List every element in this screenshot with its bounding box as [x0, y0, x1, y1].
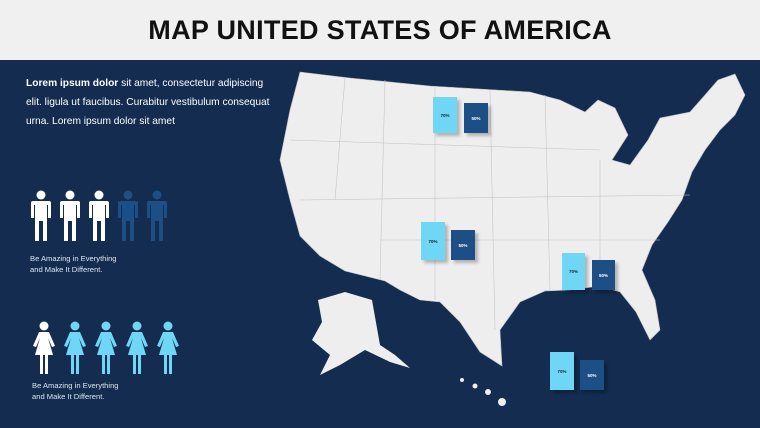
header: MAP UNITED STATES OF AMERICA [0, 0, 760, 60]
woman-icon [125, 321, 149, 379]
contiguous-us [279, 71, 746, 367]
caption-line: Be Amazing in Everything [30, 254, 117, 263]
caption-line: and Make It Different. [32, 392, 105, 401]
man-icon [59, 190, 81, 247]
hawaii [460, 378, 506, 406]
intro-body: sit amet, consectetur adipiscing elit. l… [26, 78, 270, 127]
woman-icon [156, 321, 180, 379]
stat-bar-light: 70% [433, 97, 457, 133]
man-icon [88, 190, 110, 247]
stat-bar-dark: 50% [464, 103, 488, 133]
page-title: MAP UNITED STATES OF AMERICA [148, 14, 612, 45]
woman-icon [63, 321, 87, 379]
men-caption: Be Amazing in Everything and Make It Dif… [30, 253, 150, 275]
stat-bar-dark: 50% [592, 260, 615, 290]
man-icon [117, 190, 139, 247]
men-infographic [30, 190, 168, 247]
stat-bar-light: 70% [550, 352, 574, 390]
stat-bar-dark: 50% [580, 360, 604, 390]
women-infographic [32, 321, 180, 379]
woman-icon [32, 321, 56, 379]
woman-icon [94, 321, 118, 379]
man-icon [146, 190, 168, 247]
stat-bar-light: 70% [421, 222, 445, 260]
caption-line: Be Amazing in Everything [32, 381, 119, 390]
alaska [312, 292, 410, 375]
stat-bar-light: 70% [562, 253, 585, 290]
caption-line: and Make It Different. [30, 265, 103, 274]
intro-bold: Lorem ipsum dolor [26, 78, 119, 89]
women-caption: Be Amazing in Everything and Make It Dif… [32, 380, 152, 402]
intro-text: Lorem ipsum dolor sit amet, consectetur … [26, 74, 276, 131]
man-icon [30, 190, 52, 247]
stat-bar-dark: 50% [451, 230, 475, 260]
